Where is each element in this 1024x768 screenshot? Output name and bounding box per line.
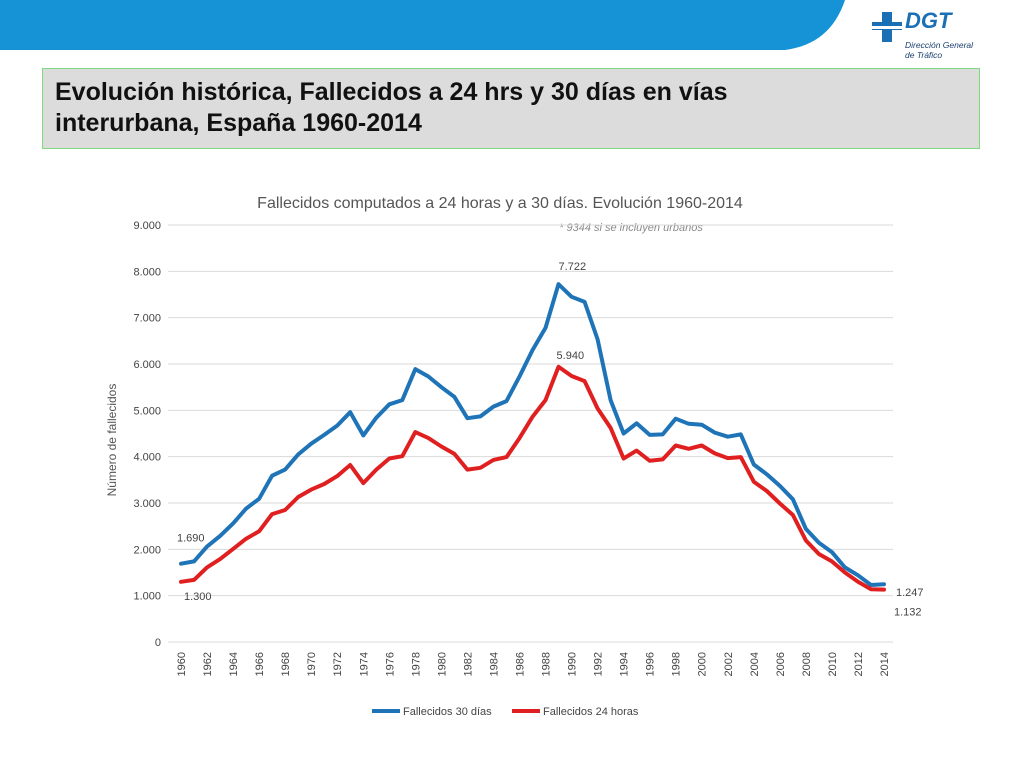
y-tick-label: 0 xyxy=(155,637,161,649)
legend-label: Fallecidos 30 días xyxy=(403,706,492,718)
chart-note: * 9344 si se incluyen urbanos xyxy=(559,222,703,234)
x-tick-label: 1960 xyxy=(176,652,188,676)
page-title-line-2: interurbana, España 1960-2014 xyxy=(55,109,422,137)
x-tick-label: 1988 xyxy=(541,652,553,676)
x-tick-label: 2010 xyxy=(827,652,839,676)
y-tick-label: 5.000 xyxy=(133,405,161,417)
y-tick-label: 6.000 xyxy=(133,359,161,371)
x-tick-label: 1970 xyxy=(306,652,318,676)
title-box: Evolución histórica, Fallecidos a 24 hrs… xyxy=(42,68,980,149)
logo-text: DGT xyxy=(905,8,952,33)
dgt-logo-stripe xyxy=(872,26,904,29)
x-tick-label: 1974 xyxy=(358,652,370,676)
x-tick-label: 2002 xyxy=(723,652,735,676)
header-band-shape xyxy=(0,0,845,50)
x-tick-label: 1986 xyxy=(514,652,526,676)
x-tick-label: 1990 xyxy=(567,652,579,676)
data-label: 5.940 xyxy=(557,350,585,362)
x-tick-label: 1996 xyxy=(645,652,657,676)
x-tick-label: 2012 xyxy=(853,652,865,676)
x-tick-label: 1984 xyxy=(488,652,500,676)
x-tick-label: 1976 xyxy=(384,652,396,676)
x-tick-label: 1998 xyxy=(671,652,683,676)
x-tick-label: 1968 xyxy=(280,652,292,676)
y-tick-label: 8.000 xyxy=(133,266,161,278)
y-tick-label: 1.000 xyxy=(133,591,161,603)
logo-subtitle: Dirección General de Tráfico xyxy=(905,40,973,60)
y-tick-label: 2.000 xyxy=(133,544,161,556)
line-chart: Fallecidos computados a 24 horas y a 30 … xyxy=(105,195,924,718)
x-tick-label: 1964 xyxy=(228,652,240,676)
series-line-24-horas xyxy=(179,364,886,592)
y-tick-label: 7.000 xyxy=(133,313,161,325)
x-tick-label: 1994 xyxy=(619,652,631,676)
x-tick-label: 1972 xyxy=(332,652,344,676)
series-line-30-dias xyxy=(179,282,886,587)
chart-title: Fallecidos computados a 24 horas y a 30 … xyxy=(257,195,743,212)
x-tick-label: 1978 xyxy=(410,652,422,676)
data-label: 7.722 xyxy=(559,261,587,273)
logo-subtitle-line-2: de Tráfico xyxy=(905,50,943,60)
data-label: 1.690 xyxy=(177,533,205,545)
legend-label: Fallecidos 24 horas xyxy=(543,706,639,718)
x-tick-label: 2006 xyxy=(775,652,787,676)
header-band xyxy=(0,0,845,50)
x-tick-label: 2008 xyxy=(801,652,813,676)
x-tick-label: 1982 xyxy=(462,652,474,676)
page-title-line-1: Evolución histórica, Fallecidos a 24 hrs… xyxy=(55,78,728,106)
data-label: 1.300 xyxy=(184,591,212,603)
y-axis-label: Número de fallecidos xyxy=(105,384,119,497)
x-tick-label: 2014 xyxy=(879,652,891,676)
logo-subtitle-line-1: Dirección General xyxy=(905,40,974,50)
y-tick-label: 4.000 xyxy=(133,452,161,464)
dgt-logo-icon xyxy=(872,12,904,42)
x-tick-label: 1980 xyxy=(436,652,448,676)
data-label: 1.247 xyxy=(896,587,924,599)
x-tick-label: 1992 xyxy=(593,652,605,676)
x-tick-label: 1966 xyxy=(254,652,266,676)
data-label: 1.132 xyxy=(894,607,922,619)
y-tick-label: 9.000 xyxy=(133,220,161,232)
x-tick-label: 2004 xyxy=(749,652,761,676)
x-tick-label: 2000 xyxy=(697,652,709,676)
y-tick-label: 3.000 xyxy=(133,498,161,510)
x-tick-label: 1962 xyxy=(202,652,214,676)
